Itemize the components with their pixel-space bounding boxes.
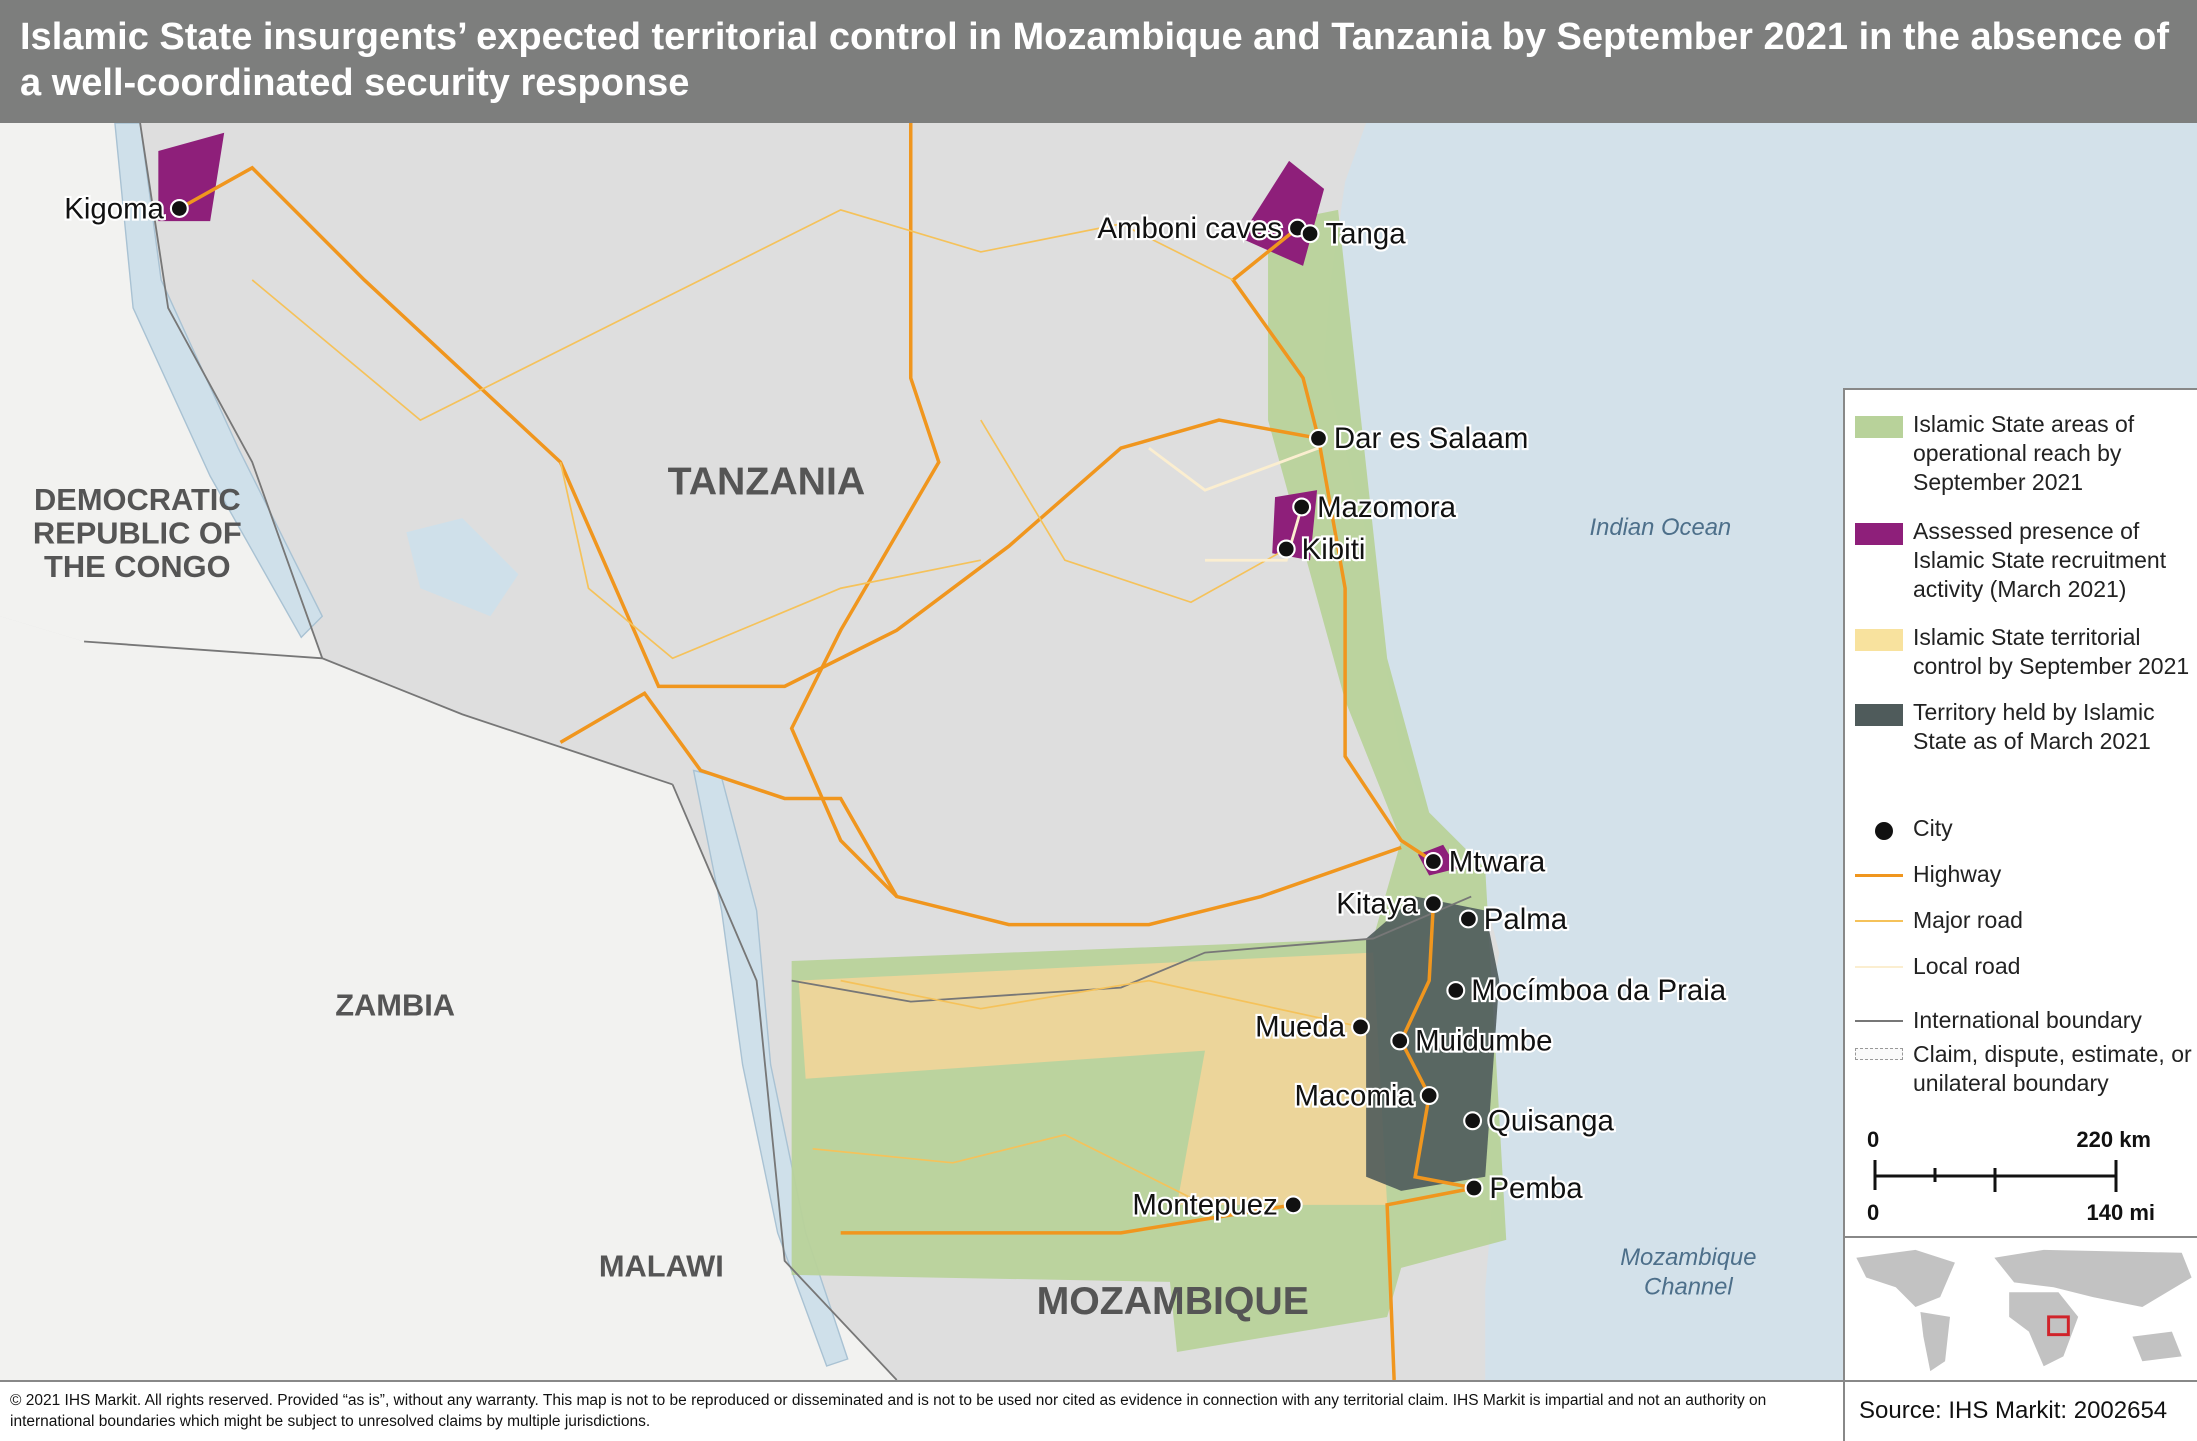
scale-mi-zero: 0: [1867, 1200, 1879, 1225]
water-labels: Indian Ocean Mozambique Channel: [1590, 514, 1757, 1301]
city-label: Kibiti: [1302, 533, 1366, 566]
label-drc-2: REPUBLIC OF: [33, 515, 242, 550]
city-dot-icon: [1300, 224, 1320, 244]
boundary-line-icon: [1855, 1020, 1903, 1022]
major-road-line-icon: [1855, 920, 1903, 922]
copyright-notice: © 2021 IHS Markit. All rights reserved. …: [0, 1380, 1843, 1441]
label-drc-3: THE CONGO: [44, 549, 231, 584]
city-dot-icon: [1390, 1031, 1410, 1051]
highway-line-icon: [1855, 874, 1903, 877]
legend: Islamic State areas of operational reach…: [1843, 388, 2197, 1236]
major-roads: [251, 208, 1361, 1206]
lake-malawi: [692, 769, 849, 1367]
city-dot-icon: [1283, 1195, 1303, 1215]
label-mozambique-channel-2: Channel: [1644, 1274, 1733, 1301]
locator-map: [1843, 1236, 2197, 1380]
label-zambia: ZAMBIA: [335, 988, 455, 1023]
territorial-control-area: [798, 952, 1388, 1205]
city-dot-icon: [1419, 1086, 1439, 1105]
city-label: Pemba: [1489, 1172, 1583, 1205]
city-label: Montepuez: [1132, 1189, 1277, 1222]
scale-mi-label: 140 mi: [2087, 1200, 2156, 1225]
cities: Kigoma Amboni caves Tanga Dar es Salaam Mazo…: [62, 190, 1729, 1224]
zambia-malawi-land: [0, 616, 897, 1380]
source-label: Source: IHS Markit: 2002654: [1843, 1380, 2197, 1441]
label-drc-1: DEMOCRATIC: [34, 482, 241, 517]
local-road-line-icon: [1855, 966, 1903, 968]
scale-bar: 0 220 km 0 140 mi: [1867, 1127, 2156, 1225]
city-dot-icon: [1423, 894, 1443, 914]
city-label: Mazomora: [1317, 491, 1457, 524]
locator-highlight: [2047, 1315, 2070, 1337]
yellow-swatch-icon: [1855, 629, 1903, 651]
lake-victoria-edge: [406, 518, 519, 617]
city-dot-icon: [1423, 852, 1443, 871]
city-dot-icon: [1351, 1017, 1370, 1037]
dashed-boundary-icon: [1855, 1048, 1903, 1060]
city-label: Tanga: [1325, 218, 1406, 251]
local-roads: [1148, 446, 1319, 562]
city-dot-icon: [1463, 1111, 1483, 1131]
city-label: Kitaya: [1336, 887, 1418, 920]
city-dot-icon: [1276, 539, 1296, 559]
city-label: Mocímboa da Praia: [1471, 974, 1727, 1007]
city-label: Mueda: [1255, 1011, 1346, 1044]
scale-km-zero: 0: [1867, 1127, 1879, 1152]
city-dot-icon: [1446, 980, 1466, 1000]
city-label: Kigoma: [64, 192, 164, 225]
city-dot-icon: [169, 199, 189, 218]
label-indian-ocean: Indian Ocean: [1590, 514, 1732, 541]
city-label: Muidumbe: [1415, 1025, 1552, 1058]
label-mozambique: MOZAMBIQUE: [1037, 1279, 1309, 1323]
city-dot-icon: [1875, 822, 1893, 840]
city-dot-icon: [1309, 428, 1328, 448]
city-label: Macomia: [1294, 1079, 1414, 1112]
recruitment-kigoma: [158, 132, 225, 222]
dark-swatch-icon: [1855, 704, 1903, 726]
city-dot-icon: [1458, 909, 1478, 929]
scale-km-label: 220 km: [2076, 1127, 2151, 1152]
scale-line: [1873, 1160, 2118, 1192]
city-dot-icon: [1292, 497, 1312, 517]
city-label: Mtwara: [1449, 845, 1546, 878]
country-labels: TANZANIA DEMOCRATIC REPUBLIC OF THE CONG…: [33, 459, 1309, 1323]
label-tanzania: TANZANIA: [668, 459, 866, 503]
green-swatch-icon: [1855, 416, 1903, 438]
city-label: Amboni caves: [1097, 212, 1282, 245]
label-mozambique-channel-1: Mozambique: [1620, 1244, 1756, 1271]
city-dot-icon: [1464, 1178, 1484, 1198]
highways: [178, 123, 1475, 1380]
city-label: Quisanga: [1488, 1105, 1615, 1138]
city-label: Palma: [1484, 903, 1568, 936]
boundaries: [84, 123, 1472, 1380]
city-label: Dar es Salaam: [1334, 422, 1528, 455]
purple-swatch-icon: [1855, 523, 1903, 545]
map-title: Islamic State insurgents’ expected terri…: [0, 0, 2197, 123]
label-malawi: MALAWI: [599, 1248, 724, 1283]
world-landmasses: [1856, 1249, 2192, 1372]
